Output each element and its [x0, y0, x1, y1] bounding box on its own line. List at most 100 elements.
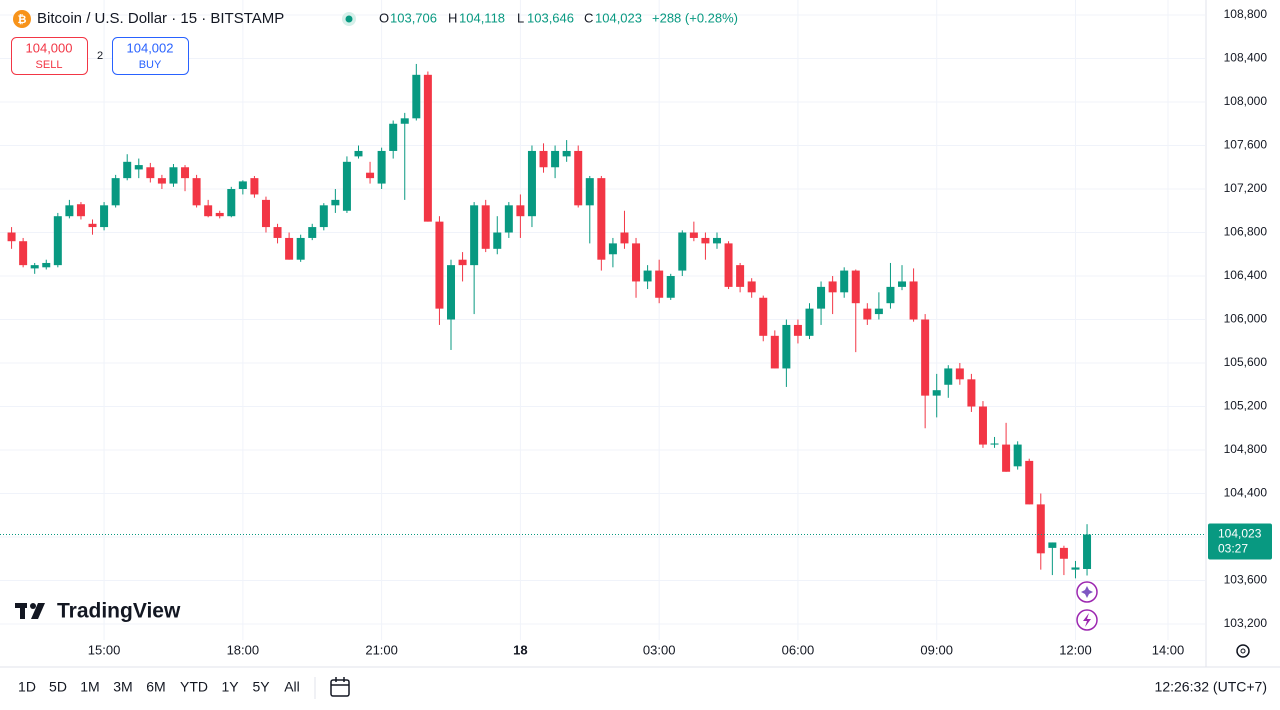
candle-body — [53, 216, 62, 266]
candle-body — [88, 223, 97, 228]
candle-body — [805, 308, 814, 336]
candle-body — [493, 232, 502, 249]
range-button[interactable]: 5Y — [252, 679, 270, 695]
range-button[interactable]: 1Y — [221, 679, 239, 695]
range-button[interactable]: 1D — [18, 679, 36, 695]
x-tick-label: 15:00 — [88, 642, 121, 657]
candle-body — [65, 205, 74, 217]
clock: 12:26:32 (UTC+7) — [1155, 679, 1267, 695]
candle-body — [504, 205, 513, 233]
ohlc-key: O — [379, 10, 389, 25]
ohlc-value: 103,646 — [527, 10, 574, 25]
candle-body — [527, 150, 536, 217]
candle-body — [1025, 460, 1034, 505]
candle-body — [342, 161, 351, 211]
chart-title: Bitcoin / U.S. Dollar · 15 · BITSTAMP — [37, 10, 284, 27]
candle-body — [585, 178, 594, 206]
event-icon-star — [1081, 586, 1093, 598]
candle-body — [817, 286, 826, 309]
market-status-dot — [345, 15, 353, 23]
y-tick-label: 104,400 — [1224, 486, 1268, 500]
y-tick-label: 108,800 — [1224, 7, 1268, 21]
candle-body — [562, 150, 571, 157]
candle-body — [978, 406, 987, 445]
candle-body — [967, 379, 976, 407]
x-tick-label: 18:00 — [227, 642, 260, 657]
candle-body — [169, 167, 178, 184]
candle-body — [886, 286, 895, 304]
y-tick-label: 108,400 — [1224, 51, 1268, 65]
candle-body — [793, 324, 802, 336]
y-tick-label: 108,000 — [1224, 94, 1268, 108]
candle-body — [285, 237, 294, 260]
last-price-label: 104,023 — [1218, 527, 1262, 541]
candle-body — [539, 150, 548, 168]
candle-body — [1083, 534, 1092, 569]
candle-body — [736, 265, 745, 287]
candle-body — [689, 232, 698, 238]
ohlc-value: 104,118 — [459, 10, 505, 25]
candle-body — [863, 308, 872, 320]
candle-body — [851, 270, 860, 304]
y-tick-label: 105,200 — [1224, 399, 1268, 413]
range-button[interactable]: 1M — [80, 679, 99, 695]
sell-label[interactable]: SELL — [36, 59, 63, 71]
range-button[interactable]: 5D — [49, 679, 67, 695]
candle-body — [19, 241, 28, 266]
candle-body — [366, 172, 375, 179]
candle-body — [608, 243, 617, 255]
buy-label[interactable]: BUY — [139, 59, 162, 71]
candle-body — [157, 178, 166, 184]
candle-body — [921, 319, 930, 396]
ohlc-key: L — [517, 10, 524, 25]
candle-body — [574, 150, 583, 206]
candle-body — [296, 237, 305, 260]
event-icon-bolt — [1083, 613, 1091, 627]
candle-body — [840, 270, 849, 293]
y-tick-label: 104,800 — [1224, 442, 1268, 456]
candle-body — [955, 368, 964, 380]
candle-body — [1036, 504, 1045, 554]
y-tick-label: 106,000 — [1224, 312, 1268, 326]
sell-price[interactable]: 104,000 — [26, 40, 73, 55]
candle-body — [76, 204, 85, 217]
range-button[interactable]: YTD — [180, 679, 208, 695]
candle-body — [319, 205, 328, 228]
candle-body — [354, 150, 363, 157]
range-button[interactable]: 3M — [113, 679, 132, 695]
buy-price[interactable]: 104,002 — [127, 40, 174, 55]
candle-body — [447, 265, 456, 320]
settings-icon[interactable] — [1236, 644, 1250, 658]
candle-body — [712, 237, 721, 244]
range-button[interactable]: 6M — [146, 679, 165, 695]
candle-body — [308, 227, 317, 238]
candle-body — [377, 150, 386, 184]
y-tick-label: 103,200 — [1224, 616, 1268, 630]
candle-body — [724, 243, 733, 287]
candle-body — [111, 178, 120, 206]
y-tick-label: 105,600 — [1224, 355, 1268, 369]
candle-body — [655, 270, 664, 298]
range-button[interactable]: All — [284, 679, 300, 695]
y-tick-label: 103,600 — [1224, 573, 1268, 587]
candle-body — [470, 205, 479, 266]
candle-body — [181, 167, 190, 179]
buy-button[interactable] — [112, 37, 189, 75]
sell-button[interactable] — [11, 37, 88, 75]
candle-body — [1071, 567, 1080, 570]
countdown: 03:27 — [1218, 542, 1248, 556]
candle-body — [400, 118, 409, 124]
ohlc-value: 103,706 — [390, 10, 437, 25]
logo-icon — [15, 603, 45, 619]
calendar-icon[interactable] — [330, 677, 350, 697]
candle-body — [250, 178, 259, 195]
change: +288 (+0.28%) — [652, 10, 738, 25]
candle-body — [42, 262, 51, 268]
candle-body — [1048, 542, 1057, 548]
candle-body — [944, 368, 953, 385]
candle-body — [828, 281, 837, 293]
y-tick-label: 107,200 — [1224, 181, 1268, 195]
candle-body — [192, 178, 201, 206]
candle-body — [30, 265, 39, 269]
